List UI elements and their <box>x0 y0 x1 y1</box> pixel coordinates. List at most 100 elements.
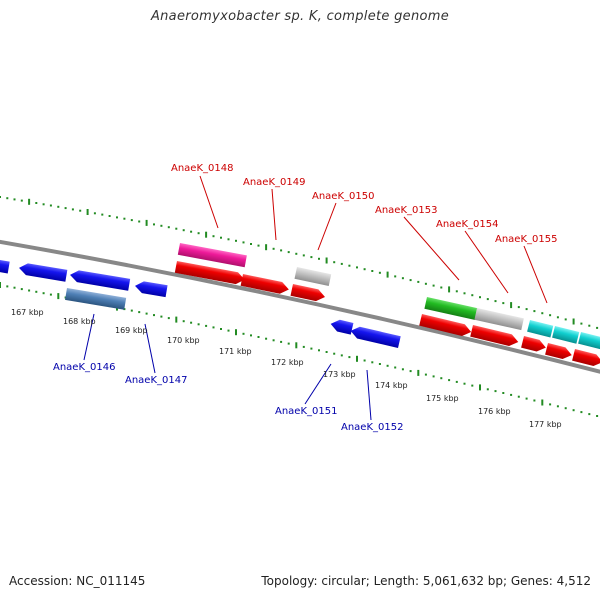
minor-tick <box>116 216 118 219</box>
minor-tick <box>409 279 412 282</box>
gene-arrow-forward[interactable] <box>572 349 600 368</box>
gene-block-anaek-0146[interactable] <box>65 288 127 310</box>
minor-tick <box>257 244 260 247</box>
gene-block-anaek-0155[interactable] <box>527 320 554 338</box>
minor-tick <box>212 235 215 238</box>
gene-block-anaek-0154[interactable] <box>474 308 524 331</box>
leader-line <box>464 230 509 294</box>
minor-tick <box>310 347 313 350</box>
minor-tick <box>533 399 536 402</box>
minor-tick <box>93 212 96 215</box>
minor-tick <box>190 230 193 233</box>
gene-arrow-reverse[interactable] <box>329 318 354 335</box>
minor-tick <box>564 318 567 321</box>
minor-tick <box>242 332 245 335</box>
gene-arrow-reverse[interactable] <box>18 262 68 282</box>
major-tick <box>175 316 178 323</box>
gene-label-anaek-0154: AnaeK_0154 <box>436 219 498 230</box>
minor-tick <box>394 366 397 369</box>
major-tick <box>356 355 358 362</box>
minor-tick <box>153 223 155 226</box>
minor-tick <box>182 229 185 232</box>
minor-tick <box>363 268 366 271</box>
leader-line <box>304 363 332 405</box>
minor-tick <box>108 215 111 217</box>
minor-tick <box>235 239 237 242</box>
minor-tick <box>101 213 104 216</box>
map-title: Anaeromyxobacter sp. K, complete genome <box>150 9 450 24</box>
minor-tick <box>160 224 163 227</box>
minor-tick <box>197 232 200 235</box>
minor-tick <box>13 198 16 201</box>
minor-tick <box>525 308 528 311</box>
minor-tick <box>432 375 435 378</box>
scale-label-169kbp: 169 kbp <box>115 326 148 335</box>
accession-text: Accession: NC_011145 <box>9 574 146 588</box>
gene-block-anaek-0148[interactable] <box>177 243 247 268</box>
minor-tick <box>123 308 126 311</box>
minor-tick <box>440 286 443 289</box>
minor-tick <box>486 298 489 301</box>
major-tick <box>205 231 208 238</box>
minor-tick <box>580 322 583 325</box>
minor-tick <box>190 321 193 324</box>
gene-block-anaek-0155[interactable] <box>552 326 580 344</box>
minor-tick <box>272 339 275 342</box>
minor-tick <box>401 277 404 280</box>
major-tick <box>57 293 60 300</box>
scale-label-177kbp: 177 kbp <box>529 420 562 429</box>
minor-tick <box>57 205 60 208</box>
minor-tick <box>318 349 320 352</box>
minor-tick <box>130 309 133 312</box>
minor-tick <box>549 403 552 406</box>
gene-block-anaek-0150[interactable] <box>294 267 332 287</box>
scale-label-168kbp: 168 kbp <box>63 317 96 326</box>
gene-block-anaek-0155[interactable] <box>578 332 600 350</box>
gene-arrow-reverse[interactable] <box>349 325 401 348</box>
scale-label-172kbp: 172 kbp <box>271 358 304 367</box>
leader-line <box>366 369 372 421</box>
gene-arrow-forward[interactable] <box>240 274 290 295</box>
minor-tick <box>556 316 559 319</box>
minor-tick <box>49 293 52 296</box>
gene-arrow-forward[interactable] <box>419 314 472 338</box>
minor-tick <box>363 359 366 362</box>
gene-arrow-reverse[interactable] <box>69 269 131 291</box>
minor-tick <box>333 352 336 355</box>
leader-line <box>317 202 337 251</box>
gene-label-anaek-0151: AnaeK_0151 <box>275 406 337 417</box>
outer-tick-row <box>0 196 599 329</box>
minor-tick <box>424 373 427 376</box>
minor-tick <box>280 340 283 343</box>
minor-tick <box>340 262 343 265</box>
minor-tick <box>479 296 481 299</box>
minor-tick <box>325 351 328 353</box>
major-tick <box>265 244 268 251</box>
gene-block-anaek-0153[interactable] <box>424 297 478 320</box>
gene-arrow-forward[interactable] <box>290 284 327 303</box>
gene-arrow-forward[interactable] <box>521 336 547 353</box>
leader-line <box>523 245 548 304</box>
gene-arrow-forward[interactable] <box>174 261 246 286</box>
gene-arrow-reverse[interactable] <box>0 258 10 274</box>
minor-tick <box>318 257 320 260</box>
gene-arrow-reverse[interactable] <box>134 280 168 298</box>
minor-tick <box>0 196 1 198</box>
gene-arrow-forward[interactable] <box>470 325 519 348</box>
minor-tick <box>272 247 275 250</box>
minor-tick <box>502 302 505 305</box>
minor-tick <box>564 407 567 410</box>
gene-label-anaek-0152: AnaeK_0152 <box>341 422 403 433</box>
minor-tick <box>348 264 351 267</box>
major-tick <box>28 198 31 205</box>
minor-tick <box>6 285 9 288</box>
minor-tick <box>486 388 489 391</box>
minor-tick <box>463 292 466 295</box>
gene-arrow-forward[interactable] <box>545 343 573 361</box>
minor-tick <box>20 199 23 202</box>
major-tick <box>572 318 575 325</box>
minor-tick <box>378 271 381 274</box>
minor-tick <box>182 320 185 323</box>
minor-tick <box>517 306 520 309</box>
